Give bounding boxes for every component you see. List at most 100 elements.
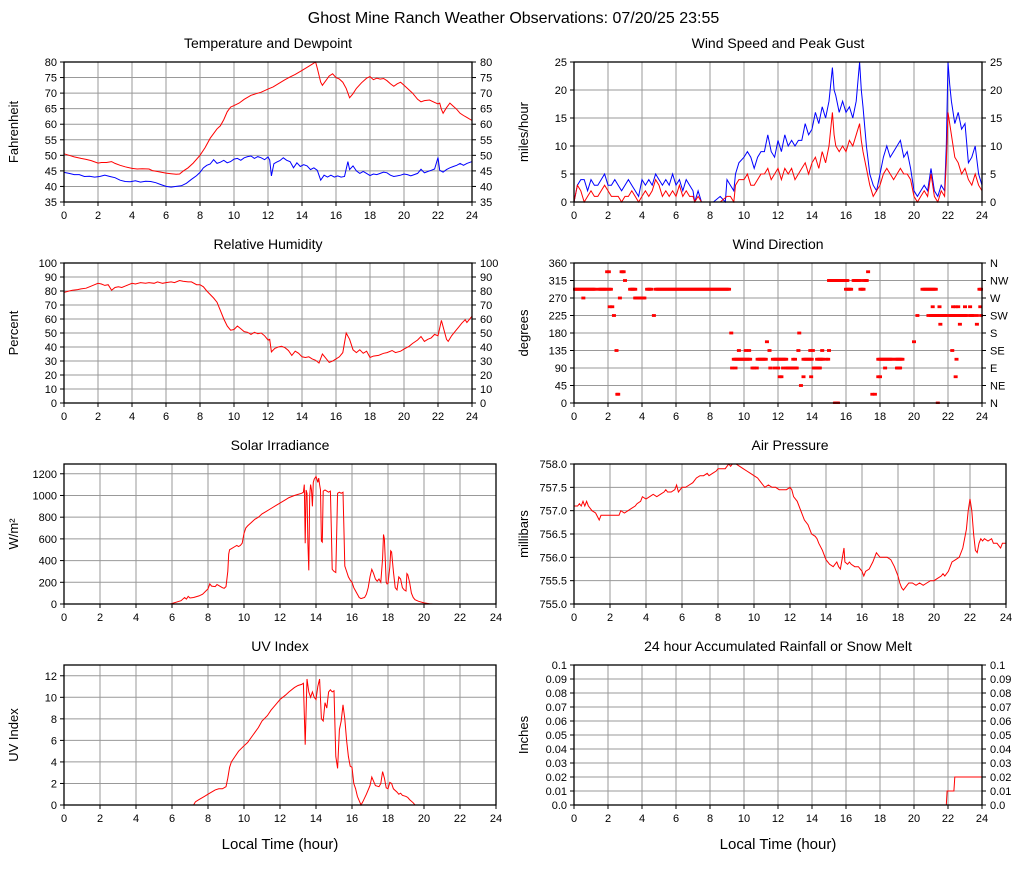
svg-text:2: 2: [94, 210, 100, 222]
svg-text:0.07: 0.07: [545, 702, 566, 714]
svg-text:4: 4: [128, 411, 134, 423]
svg-text:40: 40: [480, 181, 492, 193]
svg-text:800: 800: [38, 512, 56, 524]
svg-text:80: 80: [480, 57, 492, 69]
svg-text:45: 45: [554, 381, 566, 393]
svg-text:10: 10: [480, 384, 492, 396]
page-title: Ghost Mine Ranch Weather Observations: 0…: [307, 10, 720, 27]
svg-text:10: 10: [737, 813, 749, 825]
svg-text:UV Index: UV Index: [251, 638, 309, 654]
svg-text:0: 0: [560, 197, 566, 209]
svg-text:40: 40: [480, 342, 492, 354]
chart-uv-index: 0 2 4 6 8 10 12 14 16 18 20 22 24 0 2 4 6 8 10 12 UV Index UV…: [4, 635, 514, 857]
svg-text:60: 60: [480, 119, 492, 131]
svg-text:135: 135: [548, 346, 566, 358]
svg-text:12: 12: [273, 612, 285, 624]
svg-text:400: 400: [38, 556, 56, 568]
svg-text:4: 4: [50, 757, 56, 769]
svg-text:50: 50: [480, 328, 492, 340]
svg-text:0: 0: [60, 612, 66, 624]
svg-text:70: 70: [44, 300, 56, 312]
svg-text:2: 2: [606, 612, 612, 624]
svg-text:35: 35: [44, 197, 56, 209]
svg-text:12: 12: [783, 612, 795, 624]
svg-text:0: 0: [50, 398, 56, 410]
svg-text:16: 16: [839, 411, 851, 423]
svg-text:25: 25: [554, 57, 566, 69]
svg-text:12: 12: [261, 210, 273, 222]
svg-text:14: 14: [295, 210, 307, 222]
svg-text:24: 24: [999, 612, 1011, 624]
svg-text:15: 15: [990, 113, 1002, 125]
svg-text:10: 10: [737, 210, 749, 222]
svg-text:2: 2: [604, 411, 610, 423]
svg-text:55: 55: [44, 135, 56, 147]
svg-text:0.08: 0.08: [545, 688, 566, 700]
svg-text:NE: NE: [990, 381, 1005, 393]
svg-text:60: 60: [44, 314, 56, 326]
solar-irradiance-canvas: 0 2 4 6 8 10 12 14 16 18 20 22 240200400600800100012…: [6, 437, 502, 624]
svg-text:degrees: degrees: [516, 309, 531, 356]
svg-text:12: 12: [771, 411, 783, 423]
svg-text:24: 24: [489, 612, 501, 624]
svg-text:Wind Direction: Wind Direction: [732, 236, 823, 252]
svg-text:0.01: 0.01: [990, 786, 1011, 798]
svg-text:W: W: [990, 293, 1001, 305]
svg-text:14: 14: [309, 813, 321, 825]
svg-text:75: 75: [480, 73, 492, 85]
svg-text:0.1: 0.1: [990, 660, 1005, 672]
svg-text:90: 90: [554, 363, 566, 375]
svg-text:12: 12: [44, 671, 56, 683]
svg-text:10: 10: [227, 210, 239, 222]
svg-text:4: 4: [638, 813, 644, 825]
svg-text:12: 12: [261, 411, 273, 423]
svg-text:2: 2: [94, 411, 100, 423]
svg-text:70: 70: [480, 300, 492, 312]
svg-text:2: 2: [50, 778, 56, 790]
svg-text:16: 16: [345, 813, 357, 825]
svg-text:10: 10: [554, 141, 566, 153]
svg-text:0: 0: [570, 612, 576, 624]
svg-text:Percent: Percent: [6, 310, 21, 355]
svg-text:8: 8: [204, 813, 210, 825]
svg-text:758.0: 758.0: [539, 459, 567, 471]
rainfall-canvas: 0 2 4 6 8 10 12 14 16 18 20 22 240.0 0.00.01 0.010.02 0…: [516, 638, 1011, 853]
svg-text:6: 6: [672, 411, 678, 423]
svg-text:18: 18: [891, 612, 903, 624]
svg-text:1000: 1000: [32, 490, 56, 502]
svg-text:16: 16: [855, 612, 867, 624]
svg-text:0: 0: [50, 599, 56, 611]
svg-text:16: 16: [345, 612, 357, 624]
svg-text:Air Pressure: Air Pressure: [751, 437, 828, 453]
svg-text:0.06: 0.06: [990, 716, 1011, 728]
svg-text:10: 10: [44, 384, 56, 396]
svg-text:SE: SE: [990, 346, 1005, 358]
svg-text:0: 0: [570, 210, 576, 222]
svg-text:0.07: 0.07: [990, 702, 1011, 714]
svg-text:N: N: [990, 398, 998, 410]
svg-text:0.06: 0.06: [545, 716, 566, 728]
svg-text:6: 6: [672, 210, 678, 222]
svg-text:0.08: 0.08: [990, 688, 1011, 700]
svg-text:100: 100: [38, 258, 56, 270]
svg-text:14: 14: [295, 411, 307, 423]
svg-text:0.04: 0.04: [990, 744, 1011, 756]
svg-text:50: 50: [480, 150, 492, 162]
svg-text:2: 2: [96, 612, 102, 624]
svg-text:20: 20: [480, 370, 492, 382]
svg-text:0: 0: [60, 210, 66, 222]
svg-text:20: 20: [417, 813, 429, 825]
svg-text:6: 6: [50, 735, 56, 747]
svg-text:18: 18: [381, 612, 393, 624]
svg-text:100: 100: [480, 258, 498, 270]
svg-text:Relative Humidity: Relative Humidity: [213, 236, 322, 252]
svg-text:20: 20: [990, 85, 1002, 97]
svg-text:20: 20: [907, 411, 919, 423]
svg-text:2: 2: [604, 210, 610, 222]
svg-text:4: 4: [128, 210, 134, 222]
svg-text:0.05: 0.05: [545, 730, 566, 742]
svg-text:6: 6: [162, 210, 168, 222]
